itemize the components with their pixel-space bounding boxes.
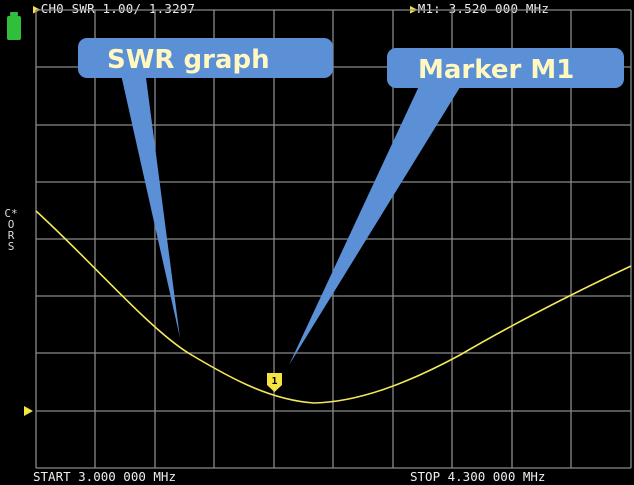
swr-trace (35, 210, 632, 404)
reference-arrow-icon (24, 406, 33, 416)
battery-icon (7, 16, 21, 40)
swr-graph-callout-box (78, 38, 333, 78)
swr-graph-callout-text: SWR graph (107, 45, 270, 75)
start-frequency-label[interactable]: START 3.000 000 MHz (33, 469, 176, 484)
marker-m1-callout-pointer (289, 84, 462, 365)
channel-info-text: CH0 SWR 1.00/ 1.3297 (40, 1, 196, 16)
cursor-side-label: C* O R S (4, 207, 18, 253)
marker-m1-callout-text: Marker M1 (418, 55, 574, 85)
marker-m1-number: 1 (271, 376, 277, 387)
swr-graph-callout-pointer (120, 70, 180, 338)
marker-header[interactable]: ▶M1: 3.520 000 MHz (410, 2, 549, 16)
marker-pointer-icon: ▶ (410, 1, 418, 16)
marker-info-text: M1: 3.520 000 MHz (417, 1, 550, 16)
channel-header[interactable]: ▶CH0 SWR 1.00/ 1.3297 (33, 2, 195, 16)
marker-m1-icon[interactable]: 1 (267, 373, 282, 392)
channel-pointer-icon: ▶ (33, 1, 41, 16)
battery-icon-cap (10, 12, 18, 16)
marker-m1-callout-box (387, 48, 624, 88)
stop-frequency-label[interactable]: STOP 4.300 000 MHz (410, 469, 546, 484)
